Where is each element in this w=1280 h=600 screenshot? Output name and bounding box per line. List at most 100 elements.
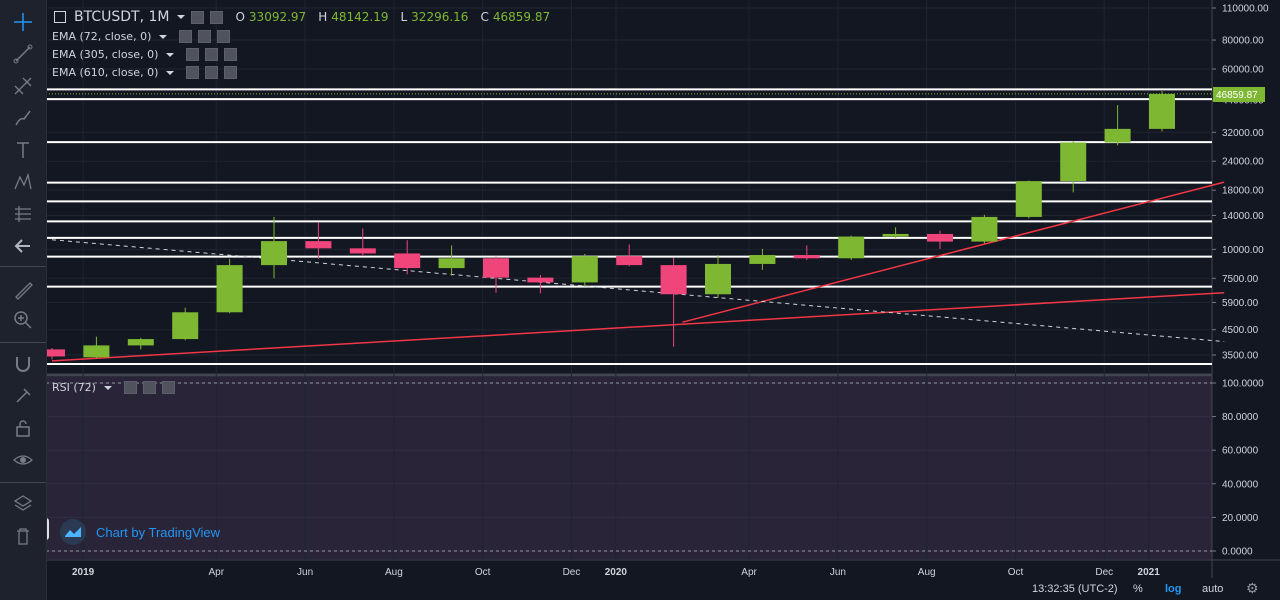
trend-line[interactable] [51, 291, 1225, 362]
candle[interactable] [261, 216, 287, 279]
symbol-dropdown-icon[interactable] [177, 15, 186, 19]
candle[interactable] [305, 222, 332, 259]
rsi-tick-label: 100.0000 [1222, 379, 1264, 390]
rsi-label[interactable]: RSI (72) [52, 381, 96, 394]
ema-72-label[interactable]: EMA (72, close, 0) [52, 30, 152, 43]
hide-icon[interactable] [210, 10, 224, 24]
symbol-label[interactable]: BTCUSDT, 1M [74, 9, 170, 25]
price-tick-label: 5900.00 [1222, 298, 1259, 309]
tradingview-logo-icon [60, 519, 86, 545]
candle[interactable] [438, 245, 465, 276]
ema-305-label[interactable]: EMA (305, close, 0) [52, 48, 159, 61]
trash-icon[interactable] [8, 522, 38, 550]
candle[interactable] [838, 235, 865, 260]
log-toggle[interactable]: log [1165, 583, 1182, 595]
candle-body [705, 263, 731, 295]
candle[interactable] [127, 337, 154, 350]
candle-body [216, 265, 243, 313]
ema-305-dropdown-icon[interactable] [166, 52, 175, 57]
candle[interactable] [349, 228, 376, 257]
tradingview-brand[interactable]: Chart by TradingView [60, 519, 220, 545]
brand-text[interactable]: Chart by TradingView [96, 524, 221, 540]
magnet-icon[interactable] [8, 350, 38, 378]
symbol-square[interactable] [54, 11, 66, 23]
ema-72-dropdown-icon[interactable] [159, 34, 168, 39]
candle[interactable] [705, 255, 731, 298]
candle-body [1104, 128, 1131, 143]
ohlc-l-value: 32296.16 [411, 10, 469, 24]
clock-label[interactable]: 13:32:35 (UTC-2) [1032, 583, 1118, 595]
auto-toggle[interactable]: auto [1202, 583, 1224, 595]
candle[interactable] [216, 258, 243, 314]
ema-72-hide-icon[interactable] [179, 30, 193, 43]
time-tick-label: 2021 [1138, 567, 1161, 578]
candle-body [527, 277, 554, 283]
settings-icon[interactable] [191, 10, 205, 24]
layers-icon[interactable] [8, 490, 38, 518]
drawing-toolbar [0, 0, 47, 600]
candle[interactable] [971, 214, 998, 244]
price-tick-label: 4500.00 [1222, 325, 1259, 336]
rsi-tick-label: 0.0000 [1222, 547, 1253, 558]
rsi-hide-icon[interactable] [123, 381, 137, 394]
ema-305-hide-icon[interactable] [186, 48, 200, 61]
candle[interactable] [527, 274, 554, 294]
text-tool-icon[interactable] [8, 136, 38, 164]
ema-610-dropdown-icon[interactable] [166, 70, 175, 75]
candle[interactable] [172, 307, 199, 341]
candle[interactable] [1149, 91, 1175, 132]
prediction-tool-icon[interactable] [8, 200, 38, 228]
gear-icon[interactable]: ⚙ [1246, 580, 1259, 596]
rsi-pane-bg [46, 377, 1212, 559]
ema-305-settings-icon[interactable] [205, 48, 219, 61]
candle[interactable] [616, 244, 643, 267]
candle[interactable] [39, 348, 65, 360]
candle[interactable] [83, 336, 110, 359]
percent-toggle[interactable]: % [1133, 583, 1143, 595]
ema-72-close-icon[interactable] [217, 30, 231, 43]
time-tick-label: Dec [1095, 567, 1113, 578]
ema-72-settings-icon[interactable] [198, 30, 212, 43]
candle[interactable] [483, 256, 509, 293]
pattern-tool-icon[interactable] [8, 168, 38, 196]
trend-line[interactable] [682, 181, 1225, 323]
ohlc-o-label: O [235, 10, 245, 24]
rsi-axis: 100.0000 80.0000 60.0000 40.0000 20.0000 0.00… [1212, 379, 1264, 558]
rsi-close-icon[interactable] [161, 381, 175, 394]
rsi-dropdown-icon[interactable] [103, 385, 112, 390]
stay-drawing-icon[interactable] [8, 382, 38, 410]
candle[interactable] [927, 230, 953, 249]
lock-icon[interactable] [8, 414, 38, 442]
ema-610-hide-icon[interactable] [186, 66, 200, 79]
zoom-in-icon[interactable] [8, 306, 38, 334]
ema-305-close-icon[interactable] [224, 48, 238, 61]
ruler-tool-icon[interactable] [8, 276, 38, 304]
time-tick-label: Apr [741, 567, 757, 578]
pitchfork-tool-icon[interactable] [8, 72, 38, 100]
candle[interactable] [1104, 105, 1131, 146]
back-arrow-icon[interactable] [8, 232, 38, 260]
candle-body [394, 253, 421, 269]
price-tick-label: 18000.00 [1222, 186, 1264, 197]
trendline-tool-icon[interactable] [8, 40, 38, 68]
last-price-label: 46859.87 [1216, 90, 1258, 101]
candle[interactable] [571, 253, 598, 287]
brush-tool-icon[interactable] [8, 104, 38, 132]
candle[interactable] [394, 240, 421, 275]
rsi-settings-icon[interactable] [142, 381, 156, 394]
eye-icon[interactable] [8, 446, 38, 474]
ema-610-settings-icon[interactable] [205, 66, 219, 79]
candle[interactable] [793, 245, 820, 260]
candle[interactable] [749, 248, 776, 270]
crosshair-tool-icon[interactable] [8, 8, 38, 36]
candle-body [127, 339, 154, 346]
candle[interactable] [660, 257, 687, 347]
ema-610-close-icon[interactable] [224, 66, 238, 79]
candle[interactable] [1015, 180, 1042, 219]
candle[interactable] [1060, 141, 1087, 193]
candle[interactable] [882, 227, 909, 238]
horizontal-levels [46, 88, 1212, 365]
ema-610-label[interactable]: EMA (610, close, 0) [52, 66, 159, 79]
